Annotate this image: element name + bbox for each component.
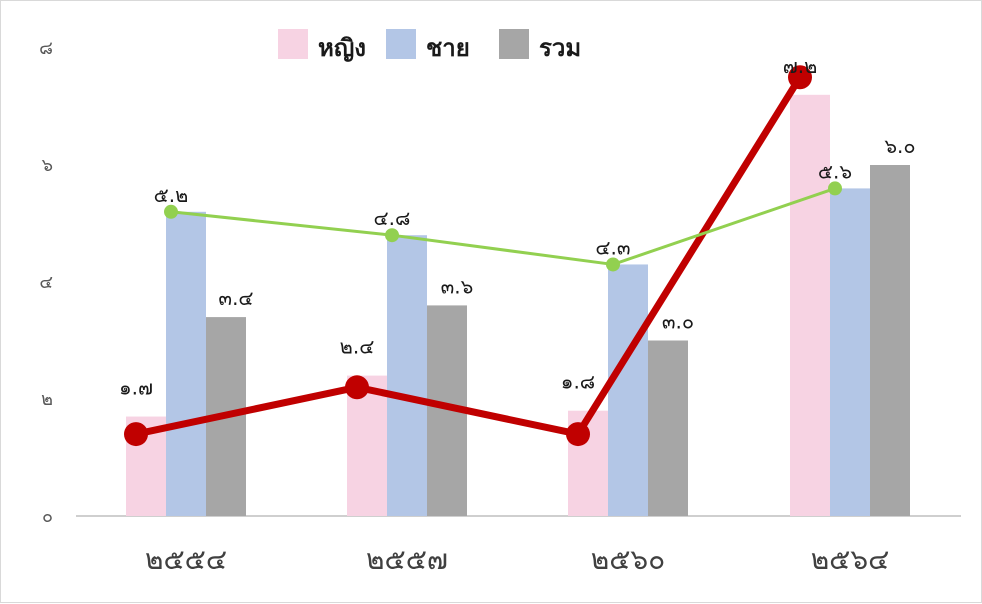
line-1-point-1 (385, 228, 399, 243)
legend-label-1: ชาย (426, 34, 470, 62)
y-tick-label-0: ๐ (42, 506, 53, 527)
category-label-2: ๒๕๖๐ (591, 543, 666, 576)
bar-0-1 (347, 375, 387, 516)
data-label-1-2: ๔.๓ (595, 235, 630, 259)
line-1-point-2 (606, 257, 620, 272)
line-0-point-2 (566, 422, 590, 447)
data-label-1-3: ๕.๖ (818, 159, 852, 183)
line-0-point-0 (124, 422, 148, 447)
legend-label-0: หญิง (318, 34, 366, 62)
data-label-0-0: ๑.๗ (119, 376, 153, 400)
line-0-point-3 (788, 65, 812, 90)
bar-1-3 (830, 188, 870, 516)
y-tick-label-2: ๔ (39, 272, 53, 293)
line-1-point-0 (164, 204, 178, 219)
bar-1-1 (387, 235, 427, 516)
bar-0-3 (790, 94, 830, 517)
legend-swatch-1 (386, 29, 416, 59)
y-tick-label-4: ๘ (39, 38, 53, 59)
legend-swatch-0 (278, 29, 308, 59)
bar-1-0 (166, 211, 206, 517)
y-tick-label-3: ๖ (42, 155, 53, 176)
legend-label-2: รวม (539, 34, 581, 62)
line-1-path (170, 186, 836, 266)
line-0-point-1 (345, 375, 369, 400)
category-label-0: ๒๕๕๔ (145, 543, 227, 576)
data-label-2-3: ๖.๐ (884, 134, 915, 158)
data-label-0-3: ๗.๒ (783, 54, 818, 78)
data-label-2-1: ๓.๖ (441, 274, 474, 298)
legend-swatch-2 (499, 29, 529, 59)
y-tick-label-1: ๒ (41, 389, 53, 410)
bar-2-3 (870, 165, 910, 516)
data-label-0-1: ๒.๔ (340, 335, 375, 359)
data-label-2-0: ๓.๔ (218, 286, 253, 310)
line-1-point-3 (828, 181, 842, 196)
data-label-1-1: ๔.๘ (374, 206, 411, 230)
data-label-0-2: ๑.๘ (561, 370, 595, 394)
bar-1-2 (608, 264, 648, 516)
line-0-path (135, 75, 803, 438)
data-label-1-0: ๕.๒ (154, 183, 189, 207)
category-label-3: ๒๕๖๔ (811, 543, 890, 576)
category-label-1: ๒๕๕๗ (366, 543, 448, 576)
data-label-2-2: ๓.๐ (662, 310, 694, 334)
bar-2-2 (648, 340, 688, 516)
